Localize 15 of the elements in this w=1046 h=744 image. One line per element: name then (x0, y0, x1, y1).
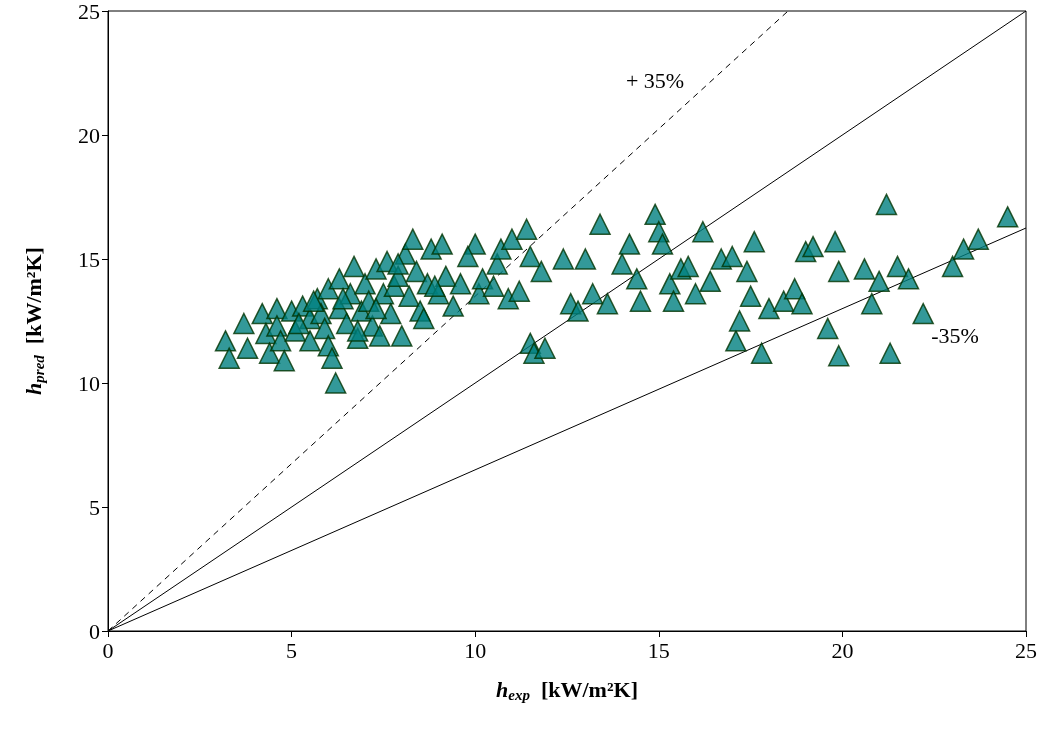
x-tick-label: 5 (286, 637, 298, 663)
y-tick-label: 15 (78, 246, 100, 272)
y-tick-label: 5 (89, 494, 100, 520)
y-tick-label: 10 (78, 370, 100, 396)
annotation: -35% (931, 322, 979, 348)
y-axis-title: hpred [kW/m²K] (21, 247, 47, 395)
x-axis-title: hexp [kW/m²K] (496, 677, 638, 703)
annotation: + 35% (625, 67, 685, 93)
y-tick-label: 0 (89, 618, 100, 644)
y-tick-label: 20 (78, 122, 100, 148)
x-tick-label: 20 (831, 637, 854, 663)
x-tick-label: 15 (647, 637, 670, 663)
x-tick-label: 25 (1015, 637, 1037, 663)
y-tick-label: 25 (78, 0, 100, 24)
x-tick-label: 10 (464, 637, 487, 663)
